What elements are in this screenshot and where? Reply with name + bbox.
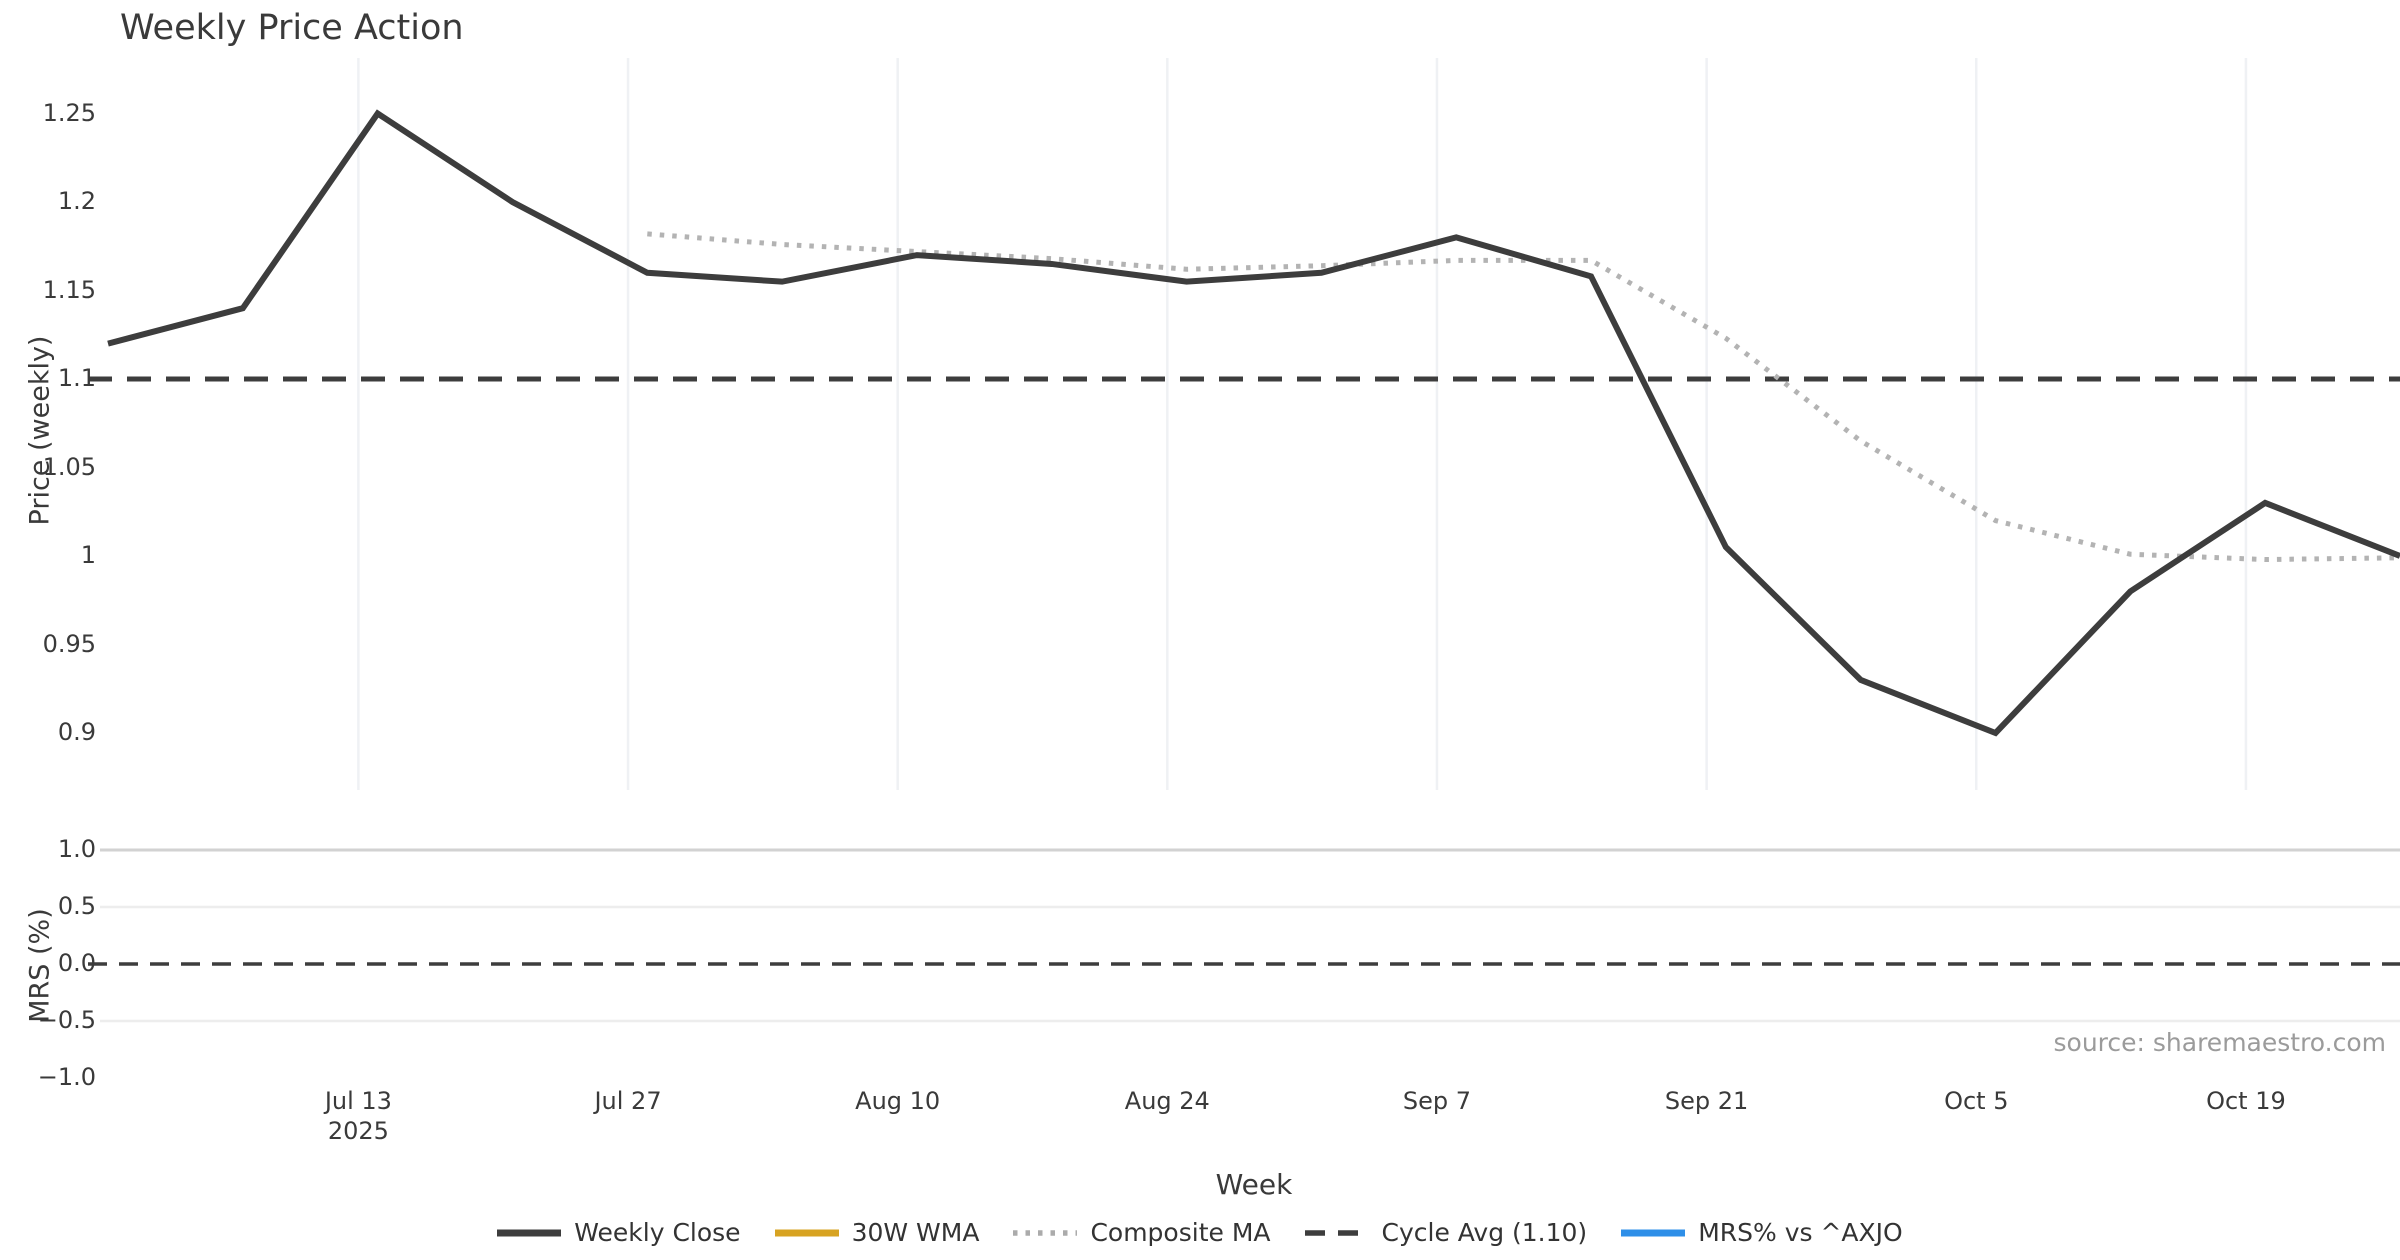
xtick-sep-21: Sep 21 xyxy=(1664,1087,1749,1115)
price-ytick: 1.1 xyxy=(57,364,96,392)
legend-label: Weekly Close xyxy=(574,1218,741,1247)
xtick-oct-19: Oct 19 xyxy=(2206,1087,2286,1115)
xtick-jul-27: Jul 27 xyxy=(594,1087,662,1115)
legend-label: MRS% vs ^AXJO xyxy=(1698,1218,1903,1247)
price-ytick: 1 xyxy=(80,541,96,569)
legend-swatch-dashed-icon xyxy=(1304,1229,1369,1236)
price-ytick: 0.9 xyxy=(57,718,96,746)
mrs-ytick: 0.0 xyxy=(57,949,96,977)
legend-label: Cycle Avg (1.10) xyxy=(1381,1218,1588,1247)
legend-item-cycle-avg-1-10-: Cycle Avg (1.10) xyxy=(1304,1218,1588,1247)
mrs-ytick: 1.0 xyxy=(57,835,96,863)
weekly-close-line xyxy=(107,109,2400,737)
mrs-ytick: −0.5 xyxy=(37,1006,96,1034)
source-caption: source: sharemaestro.com xyxy=(2053,1028,2387,1057)
legend-item-mrs-vs-axjo: MRS% vs ^AXJO xyxy=(1621,1218,1903,1247)
xtick-oct-5: Oct 5 xyxy=(1944,1087,2009,1115)
legend-label: Composite MA xyxy=(1090,1218,1271,1247)
legend-item-weekly-close: Weekly Close xyxy=(497,1218,741,1247)
composite-ma-line xyxy=(647,231,2400,563)
price-axis-label: Price (weekly) xyxy=(24,335,56,526)
legend-swatch-solid-icon xyxy=(497,1229,562,1236)
xtick-jul-13: Jul 13 2025 xyxy=(324,1087,392,1145)
price-ytick: 1.25 xyxy=(42,98,96,127)
xtick-aug-24: Aug 24 xyxy=(1124,1087,1210,1115)
legend-label: 30W WMA xyxy=(851,1218,980,1247)
x-axis-title: Week xyxy=(1215,1168,1293,1201)
chart-title: Weekly Price Action xyxy=(120,8,464,48)
price-ytick: 1.15 xyxy=(42,275,96,304)
price-ytick: 1.2 xyxy=(57,187,96,215)
legend-item-composite-ma: Composite MA xyxy=(1013,1218,1271,1247)
legend-item-30w-wma: 30W WMA xyxy=(774,1218,980,1247)
xtick-aug-10: Aug 10 xyxy=(855,1087,941,1115)
mrs-ytick: 0.5 xyxy=(57,892,96,920)
price-ytick: 1.05 xyxy=(42,452,96,481)
legend: Weekly Close 30W WMA Composite MA Cycle Avg… xyxy=(0,1218,2400,1247)
legend-swatch-solid-icon xyxy=(774,1229,839,1236)
legend-swatch-dotted-icon xyxy=(1013,1229,1078,1236)
price-ytick: 0.95 xyxy=(42,629,96,658)
legend-swatch-solid-icon xyxy=(1621,1229,1686,1236)
xtick-sep-7: Sep 7 xyxy=(1402,1087,1472,1115)
mrs-ytick: −1.0 xyxy=(37,1063,96,1091)
